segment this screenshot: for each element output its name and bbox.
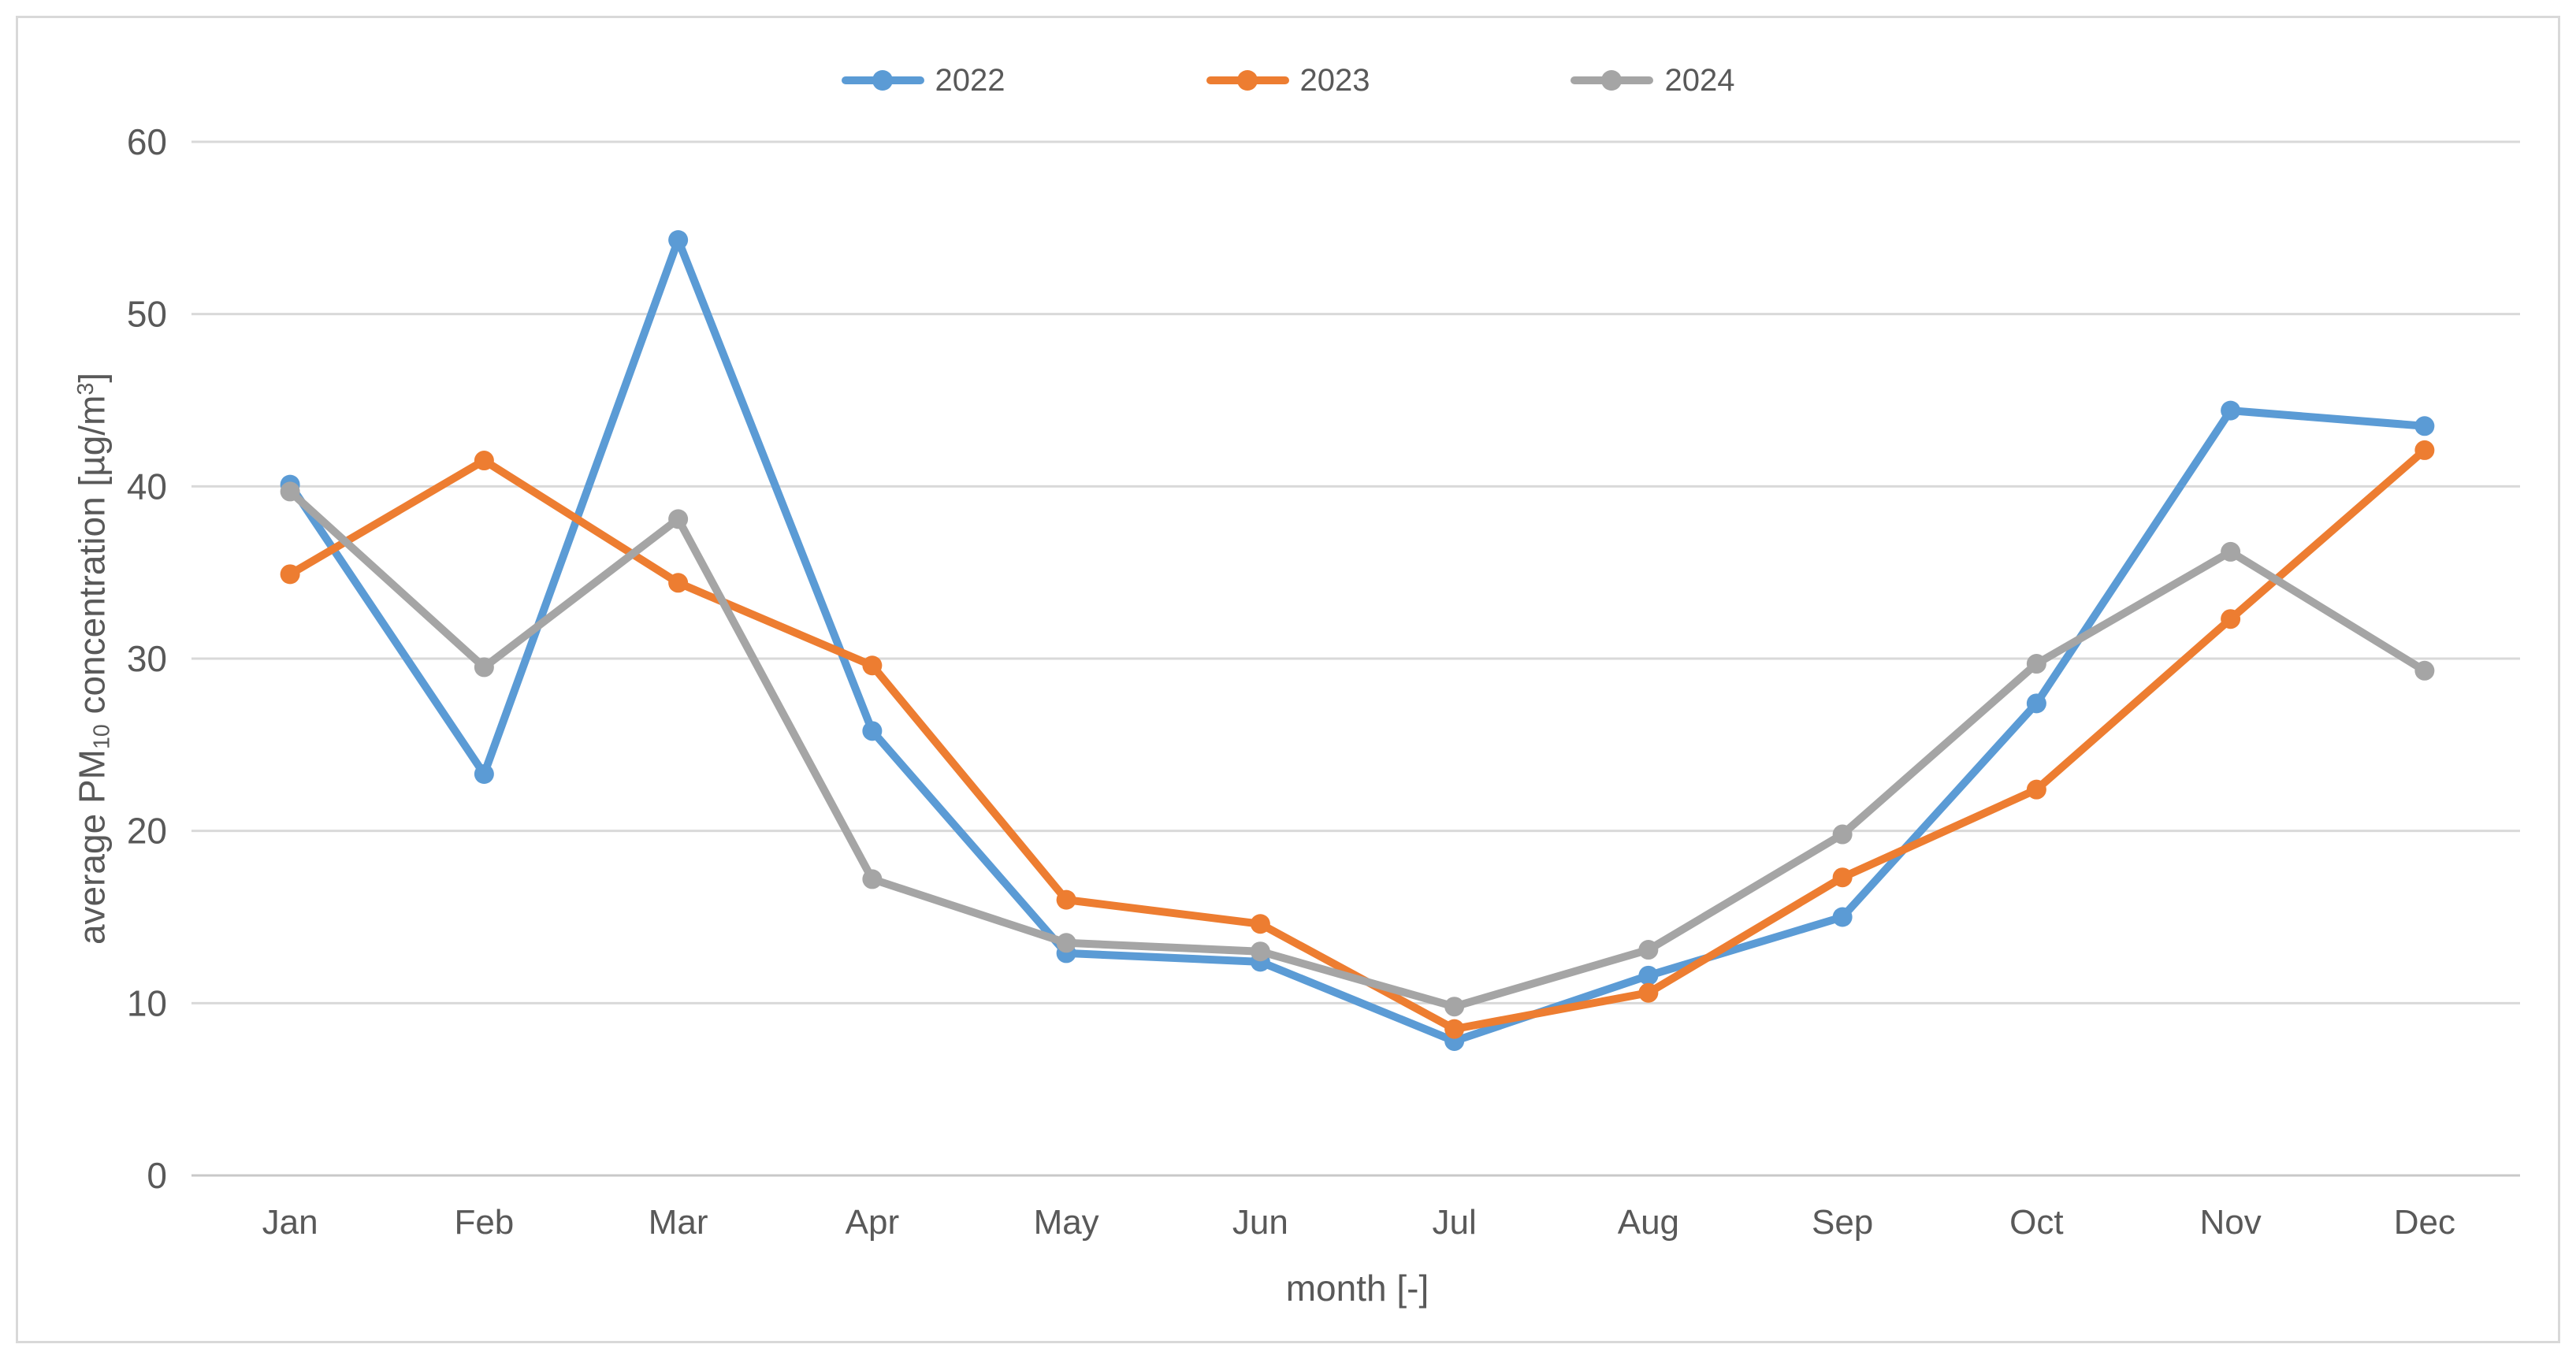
marker-2024-feb — [474, 657, 494, 678]
marker-2024-apr — [862, 869, 883, 889]
marker-2022-apr — [862, 721, 883, 741]
marker-2024-dec — [2414, 660, 2435, 681]
legend-item-2023: 2023 — [1206, 65, 1370, 96]
legend-line-dot-icon — [1571, 70, 1654, 91]
marker-2024-oct — [2026, 654, 2046, 674]
marker-2024-aug — [1638, 940, 1659, 960]
marker-2024-mar — [668, 509, 689, 529]
x-tick-label-may: May — [1034, 1203, 1099, 1242]
x-tick-label-mar: Mar — [649, 1203, 708, 1242]
legend-label-2024: 2024 — [1664, 63, 1735, 98]
marker-2023-oct — [2026, 779, 2046, 800]
x-axis-title: month [-] — [1285, 1268, 1429, 1309]
legend-dot — [1601, 70, 1623, 91]
marker-2024-jul — [1444, 997, 1465, 1017]
y-tick-label-10: 10 — [127, 982, 167, 1023]
marker-2022-sep — [1832, 907, 1853, 927]
legend-dot — [872, 70, 893, 91]
y-axis-title-subscript: 10 — [89, 724, 115, 750]
marker-2022-dec — [2414, 416, 2435, 436]
marker-2022-nov — [2221, 400, 2241, 421]
x-tick-label-apr: Apr — [846, 1203, 899, 1242]
legend-item-2024: 2024 — [1571, 65, 1734, 96]
x-tick-label-oct: Oct — [2009, 1203, 2063, 1242]
x-tick-label-jul: Jul — [1433, 1203, 1477, 1242]
marker-2023-sep — [1832, 867, 1853, 888]
marker-2023-apr — [862, 655, 883, 676]
legend-item-2022: 2022 — [841, 63, 1005, 98]
y-axis-title: average PM10 concentration [µg/m3] — [70, 373, 115, 945]
marker-2023-feb — [474, 451, 494, 471]
marker-2023-jun — [1250, 914, 1270, 934]
chart-legend: 2022 2023 2024 — [0, 65, 2576, 96]
marker-2023-aug — [1638, 982, 1659, 1003]
y-tick-label-50: 50 — [127, 294, 167, 335]
y-axis-title-text: ] — [71, 372, 113, 383]
marker-2022-oct — [2026, 693, 2046, 714]
series-line-2022 — [286, 236, 2429, 1045]
x-tick-label-feb: Feb — [454, 1203, 514, 1242]
x-tick-label-jan: Jan — [262, 1203, 318, 1242]
marker-2022-feb — [474, 764, 494, 785]
marker-2023-mar — [668, 573, 689, 593]
marker-2023-dec — [2414, 440, 2435, 460]
marker-2024-sep — [1832, 824, 1853, 845]
x-tick-label-aug: Aug — [1618, 1203, 1679, 1242]
y-tick-label-30: 30 — [127, 638, 167, 679]
y-axis-title-text: concentration [µg/m — [71, 395, 113, 725]
marker-2024-jun — [1250, 941, 1270, 962]
marker-2022-mar — [668, 230, 689, 251]
marker-2024-nov — [2221, 541, 2241, 562]
marker-2023-jan — [280, 564, 300, 585]
marker-2023-jul — [1444, 1019, 1465, 1039]
legend-dot — [1236, 70, 1258, 91]
marker-2023-may — [1056, 889, 1076, 910]
legend-line-dot-icon — [1206, 70, 1289, 91]
x-tick-label-jun: Jun — [1232, 1203, 1288, 1242]
marker-2024-jan — [280, 481, 300, 502]
marker-2024-may — [1056, 933, 1076, 953]
marker-2023-nov — [2221, 609, 2241, 629]
legend-line-dot-icon — [841, 70, 924, 91]
y-tick-label-0: 0 — [147, 1155, 167, 1196]
legend-label-2023: 2023 — [1299, 63, 1370, 98]
series-line-2024 — [286, 487, 2429, 1011]
marker-2022-aug — [1638, 965, 1659, 986]
x-tick-label-sep: Sep — [1812, 1203, 1873, 1242]
y-tick-label-40: 40 — [127, 466, 167, 507]
y-tick-label-20: 20 — [127, 811, 167, 852]
series-line-2023 — [286, 446, 2429, 1034]
x-tick-label-nov: Nov — [2200, 1203, 2262, 1242]
y-axis-title-text: average PM — [71, 749, 113, 945]
x-tick-label-dec: Dec — [2394, 1203, 2455, 1242]
legend-label-2022: 2022 — [935, 63, 1005, 98]
y-axis-title-superscript: 3 — [73, 382, 99, 395]
y-tick-label-60: 60 — [127, 121, 167, 162]
